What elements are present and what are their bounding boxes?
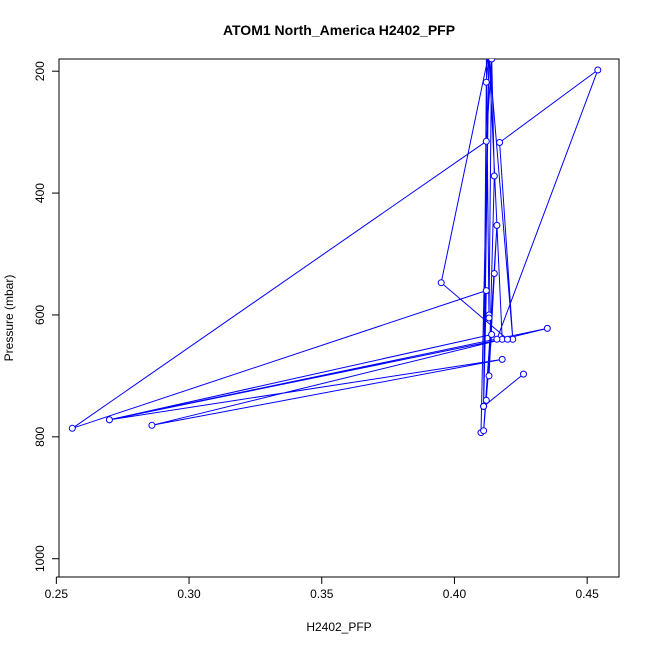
chart-title: ATOM1 North_America H2402_PFP <box>223 22 455 38</box>
data-point <box>486 50 492 56</box>
data-point <box>520 370 527 378</box>
data-point <box>483 50 489 56</box>
x-axis: 0.25 0.30 0.35 0.40 0.45 <box>45 576 599 601</box>
y-axis-label: Pressure (mbar) <box>2 275 16 362</box>
data-point <box>105 416 113 424</box>
x-tick-label: 0.25 <box>45 587 69 601</box>
data-point <box>482 137 490 145</box>
data-point <box>485 314 493 322</box>
data-point <box>490 172 498 180</box>
data-point <box>482 287 490 295</box>
x-axis-label: H2402_PFP <box>306 620 371 634</box>
y-tick-label: 400 <box>33 183 47 203</box>
data-point <box>490 270 498 277</box>
data-point <box>493 221 501 229</box>
series-line <box>72 59 599 433</box>
data-point <box>489 50 495 56</box>
x-tick-label: 0.45 <box>575 587 599 601</box>
data-point <box>480 427 488 435</box>
data-point <box>437 279 445 287</box>
data-point <box>68 424 76 432</box>
series-layer <box>68 50 602 437</box>
data-point <box>493 335 501 343</box>
data-point <box>488 59 496 63</box>
data-point <box>543 324 551 332</box>
data-point <box>488 331 496 338</box>
data-point <box>482 78 490 86</box>
data-point <box>480 402 488 410</box>
y-axis: 200 400 600 800 1000 <box>33 61 60 572</box>
data-point <box>504 335 511 343</box>
x-tick-label: 0.40 <box>443 587 467 601</box>
data-point <box>486 50 492 56</box>
y-tick-label: 600 <box>33 305 47 325</box>
y-tick-label: 800 <box>33 427 47 447</box>
data-point <box>594 66 602 74</box>
data-point <box>482 396 490 404</box>
plot-frame <box>58 58 620 578</box>
data-point <box>148 421 156 429</box>
x-tick-label: 0.30 <box>177 587 201 601</box>
data-point <box>496 139 504 146</box>
data-point <box>485 372 493 380</box>
plot-area <box>68 50 602 437</box>
y-tick-label: 200 <box>33 61 47 81</box>
y-tick-label: 1000 <box>33 545 47 572</box>
x-tick-label: 0.35 <box>310 587 334 601</box>
data-point <box>498 355 506 363</box>
data-point <box>486 50 492 56</box>
